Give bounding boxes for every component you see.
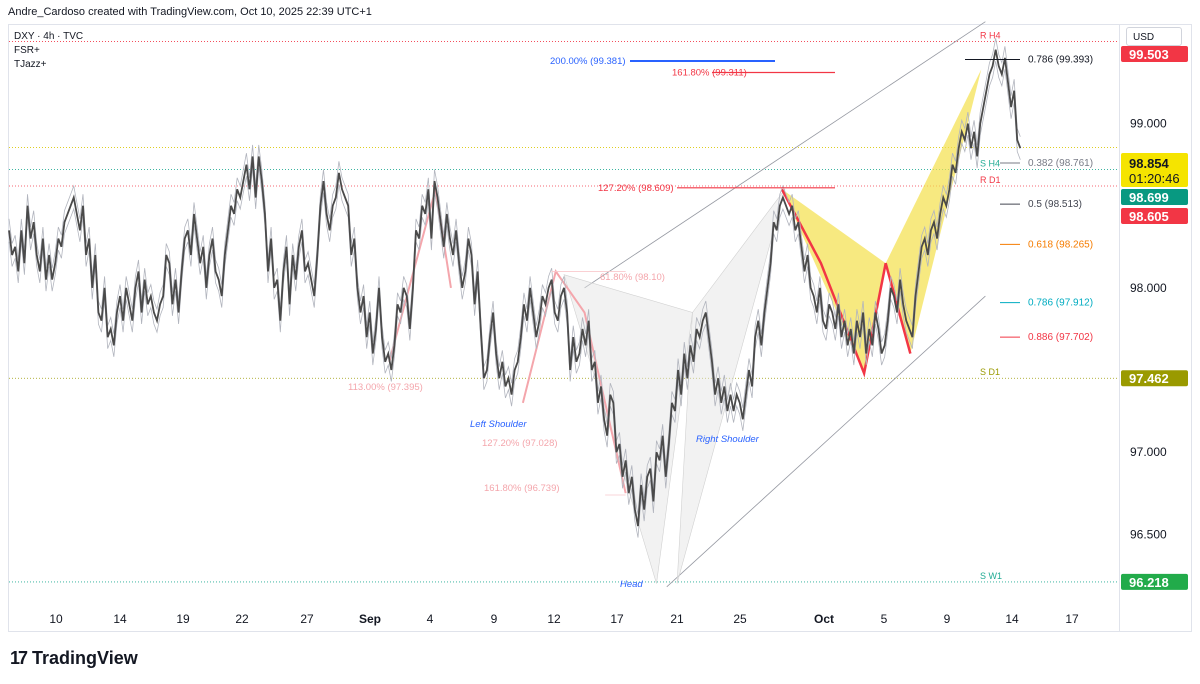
price-axis[interactable]	[1120, 24, 1192, 632]
chart-frame	[8, 24, 1120, 632]
currency-button[interactable]: USD	[1126, 27, 1182, 46]
brand-name: TradingView	[32, 648, 138, 668]
indicator-tjazz[interactable]: TJazz+	[14, 59, 47, 70]
tradingview-brand: 17 TradingView	[10, 648, 138, 669]
tradingview-logo-icon: 17	[10, 648, 28, 668]
chart-legend: DXY · 4h · TVC FSR+ TJazz+	[14, 30, 83, 72]
symbol-label[interactable]: DXY · 4h · TVC	[14, 31, 84, 42]
indicator-fsr[interactable]: FSR+	[14, 45, 40, 56]
chart-credit: Andre_Cardoso created with TradingView.c…	[8, 6, 372, 18]
